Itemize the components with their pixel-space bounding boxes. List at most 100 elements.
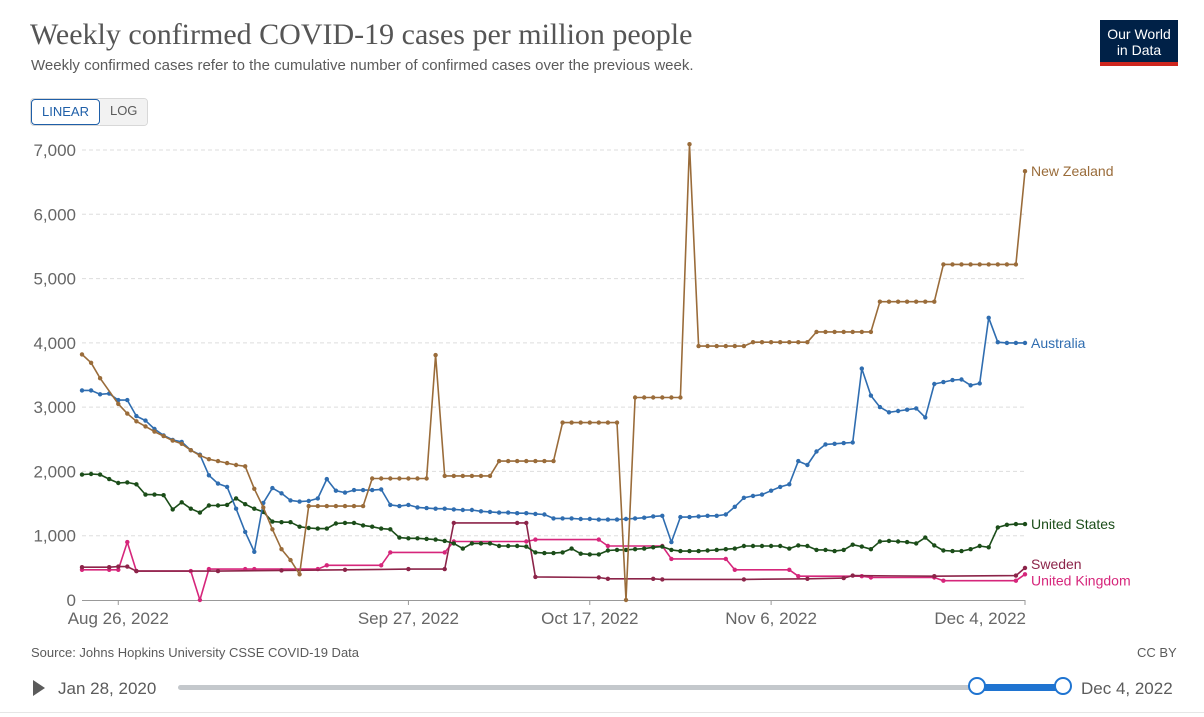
data-point-united-kingdom <box>197 597 203 603</box>
data-point-united-states <box>170 507 175 512</box>
data-point-new-zealand <box>614 420 620 425</box>
data-point-sweden <box>125 564 130 569</box>
data-point-united-states <box>832 548 837 554</box>
timeline-track[interactable] <box>178 685 1063 690</box>
linear-scale-button[interactable]: LINEAR <box>31 99 100 125</box>
data-point-united-states <box>714 547 719 553</box>
license-link[interactable]: CC BY <box>1137 645 1177 660</box>
data-point-new-zealand <box>170 438 175 443</box>
data-point-united-states <box>741 543 747 549</box>
data-point-united-states <box>551 550 556 556</box>
data-point-australia <box>823 442 828 447</box>
timeline-start-label: Jan 28, 2020 <box>58 679 157 698</box>
data-point-new-zealand <box>433 352 438 358</box>
data-point-australia <box>79 388 85 393</box>
data-point-australia <box>315 496 320 501</box>
data-point-united-states <box>814 547 819 553</box>
data-point-new-zealand <box>560 420 565 425</box>
data-point-united-states <box>596 552 601 557</box>
data-point-united-kingdom <box>787 567 792 572</box>
data-point-new-zealand <box>977 262 982 267</box>
data-point-australia <box>868 393 874 398</box>
data-point-united-states <box>515 543 520 549</box>
line-chart[interactable]: 0 1,000 2,000 3,000 4,000 5,000 6,000 7,000 Aug … <box>0 130 1204 635</box>
data-point-new-zealand <box>805 340 810 345</box>
data-point-united-states <box>125 480 130 485</box>
data-point-australia <box>496 510 502 515</box>
data-point-sweden <box>116 564 121 569</box>
data-point-australia <box>252 549 257 554</box>
data-point-united-kingdom <box>388 550 393 555</box>
data-point-united-states <box>778 543 783 549</box>
data-point-new-zealand <box>605 420 611 425</box>
data-point-new-zealand <box>778 340 783 345</box>
data-point-new-zealand <box>823 329 828 335</box>
data-point-united-states <box>270 519 275 524</box>
data-point-australia <box>360 487 366 493</box>
data-point-australia <box>904 407 910 412</box>
timeline-end-handle[interactable] <box>1054 677 1072 695</box>
data-point-united-states <box>324 526 329 531</box>
data-point-sweden <box>79 565 85 570</box>
data-point-australia <box>768 488 774 493</box>
data-point-australia <box>968 383 973 388</box>
play-icon[interactable] <box>33 680 45 696</box>
data-point-australia <box>306 498 311 504</box>
data-point-australia <box>233 506 239 511</box>
data-point-united-states <box>97 472 103 477</box>
data-point-united-states <box>397 535 402 540</box>
data-point-united-states <box>252 506 257 511</box>
data-point-united-kingdom <box>206 566 212 572</box>
data-point-united-states <box>578 551 583 556</box>
data-point-new-zealand <box>533 458 538 464</box>
timeline-end-label: Dec 4, 2022 <box>1081 679 1173 698</box>
data-point-united-states <box>705 548 710 553</box>
data-point-united-states <box>914 541 919 546</box>
data-point-united-states <box>206 503 212 508</box>
data-point-united-states <box>233 496 239 501</box>
data-point-australia <box>832 441 837 446</box>
data-point-new-zealand <box>397 476 402 481</box>
data-point-australia <box>787 482 792 487</box>
data-point-new-zealand <box>460 473 465 479</box>
data-point-australia <box>433 506 438 511</box>
data-point-australia <box>478 509 484 514</box>
log-scale-button[interactable]: LOG <box>99 99 148 125</box>
data-point-united-kingdom <box>941 578 946 583</box>
data-point-australia <box>569 516 574 521</box>
data-point-united-states <box>224 502 230 508</box>
data-point-new-zealand <box>986 262 991 267</box>
owid-logo[interactable]: Our World in Data <box>1100 20 1178 66</box>
data-point-new-zealand <box>542 458 547 464</box>
data-point-australia <box>669 539 674 545</box>
data-point-united-states <box>687 548 692 554</box>
data-point-united-states <box>1013 521 1019 527</box>
data-point-united-states <box>542 550 547 556</box>
source-note[interactable]: Source: Johns Hopkins University CSSE CO… <box>31 645 360 660</box>
data-point-new-zealand <box>923 299 928 304</box>
data-point-new-zealand <box>759 340 765 345</box>
data-point-united-states <box>351 520 357 526</box>
data-point-australia <box>542 512 547 517</box>
data-point-australia <box>370 487 375 493</box>
timeline: Jan 28, 2020 Dec 4, 2022 <box>0 672 1204 702</box>
data-point-united-states <box>569 546 574 551</box>
data-point-sweden <box>279 568 284 573</box>
data-point-new-zealand <box>351 503 357 509</box>
data-point-united-kingdom <box>442 550 447 555</box>
data-point-australia <box>451 507 456 512</box>
y-tick-label: 5,000 <box>33 270 76 289</box>
data-point-united-states <box>333 521 339 526</box>
data-point-new-zealand <box>406 476 411 481</box>
data-point-sweden <box>406 566 411 572</box>
data-point-new-zealand <box>333 503 339 509</box>
data-point-new-zealand <box>768 340 774 345</box>
data-point-australia <box>224 484 230 490</box>
data-point-new-zealand <box>224 460 230 466</box>
data-point-australia <box>805 462 810 468</box>
legend-label-new-zealand: New Zealand <box>1031 163 1114 179</box>
data-point-united-states <box>904 539 910 545</box>
data-point-australia <box>243 529 248 535</box>
timeline-start-handle[interactable] <box>968 677 986 695</box>
x-tick-label: Aug 26, 2022 <box>68 609 169 628</box>
